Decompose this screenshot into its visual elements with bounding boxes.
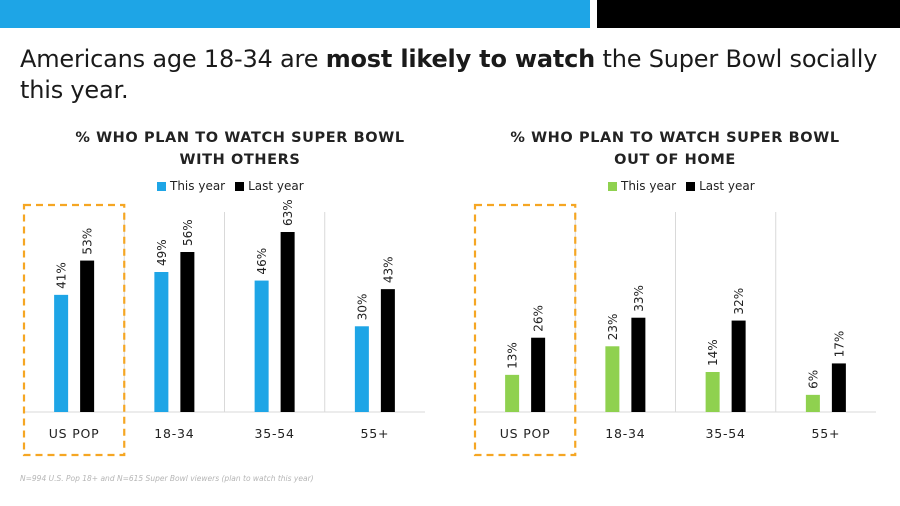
chart-2-title-line-2: OUT OF HOME [614, 152, 736, 168]
chart-2-category-label: 35-54 [705, 426, 745, 441]
chart-2-legend-last-year: Last year [686, 179, 755, 193]
chart-2-bar-last-year [531, 337, 546, 412]
chart-1-bar-last-year [80, 260, 95, 412]
chart-1-data-label-this-year: 30% [355, 294, 369, 321]
chart-1-bar-this-year [154, 272, 169, 412]
chart-2-bar-this-year [705, 372, 720, 412]
chart-2-category-label: 55+ [811, 426, 840, 441]
chart-2-legend-last-year-label: Last year [699, 179, 755, 193]
chart-2-title: % WHO PLAN TO WATCH SUPER BOWL OUT OF HO… [465, 127, 885, 171]
chart-1-bar-last-year [380, 289, 395, 412]
chart-1-title-line-1: % WHO PLAN TO WATCH SUPER BOWL [75, 130, 405, 146]
chart-1-bar-last-year [180, 252, 195, 412]
chart-2-bar-last-year [731, 320, 746, 412]
chart-2-bar-this-year [605, 346, 620, 412]
chart-1-legend-last-year: Last year [235, 179, 304, 193]
chart-2-legend-this-year-label: This year [621, 179, 677, 193]
chart-1-data-label-last-year: 63% [281, 199, 295, 226]
chart-1-bar-this-year [254, 280, 269, 412]
chart-1-category-label: 55+ [360, 426, 389, 441]
chart-2-data-label-this-year: 13% [506, 342, 520, 369]
chart-2-data-label-this-year: 23% [606, 314, 620, 341]
chart-1-legend-this-year: This year [157, 179, 225, 193]
chart-1-title-line-2: WITH OTHERS [179, 152, 301, 168]
chart-2-category-label: US POP [500, 426, 551, 441]
chart-1-category-label: 35-54 [254, 426, 294, 441]
chart-2-data-label-this-year: 6% [806, 370, 820, 389]
chart-2-data-label-last-year: 33% [632, 285, 646, 312]
chart-1-data-label-this-year: 41% [55, 262, 69, 289]
chart-1-legend: This year Last year [157, 179, 314, 193]
page-headline: Americans age 18-34 are most likely to w… [20, 44, 890, 106]
chart-2-legend-this-year: This year [608, 179, 676, 193]
chart-2-bar-this-year [505, 374, 520, 412]
chart-1-data-label-last-year: 43% [381, 256, 395, 283]
chart-1-legend-this-year-swatch [157, 181, 166, 191]
chart-1-data-label-last-year: 56% [181, 219, 195, 246]
chart-1-highlight-box [22, 203, 126, 457]
chart-2-bar-last-year [831, 363, 846, 412]
chart-2-legend-last-year-swatch [686, 181, 696, 191]
footnote: N=994 U.S. Pop 18+ and N=615 Super Bowl … [20, 474, 314, 483]
headline-part-2: the Super Bowl socially this year. [20, 45, 878, 104]
chart-2-legend: This year Last year [608, 179, 765, 193]
chart-2-data-label-this-year: 14% [706, 339, 720, 366]
top-accent-band-black [597, 0, 900, 28]
chart-2-highlight-box [473, 203, 577, 457]
chart-2-data-label-last-year: 17% [832, 331, 846, 358]
chart-1-legend-last-year-swatch [235, 181, 245, 191]
chart-1-title: % WHO PLAN TO WATCH SUPER BOWL WITH OTHE… [30, 127, 450, 171]
chart-2-category-label: 18-34 [605, 426, 645, 441]
chart-1-data-label-this-year: 46% [255, 248, 269, 275]
chart-2-title-line-1: % WHO PLAN TO WATCH SUPER BOWL [510, 130, 840, 146]
chart-1-data-label-last-year: 53% [81, 228, 95, 255]
chart-1-bar-this-year [354, 326, 369, 412]
chart-1-legend-this-year-label: This year [170, 179, 226, 193]
headline-emphasis: most likely to watch [325, 45, 596, 73]
chart-1-category-label: US POP [49, 426, 100, 441]
chart-1-data-label-this-year: 49% [155, 239, 169, 266]
headline-part-1: Americans age 18-34 are [20, 45, 326, 73]
chart-1-bar-this-year [54, 294, 69, 412]
chart-2-legend-this-year-swatch [608, 181, 617, 191]
chart-2-bar-last-year [631, 317, 646, 412]
chart-1-category-label: 18-34 [154, 426, 194, 441]
chart-2-data-label-last-year: 26% [532, 305, 546, 332]
chart-1-bar-last-year [280, 232, 295, 412]
chart-2-data-label-last-year: 32% [732, 288, 746, 315]
chart-2-bar-this-year [805, 394, 820, 412]
chart-1-legend-last-year-label: Last year [248, 179, 304, 193]
top-accent-band-blue [0, 0, 590, 28]
